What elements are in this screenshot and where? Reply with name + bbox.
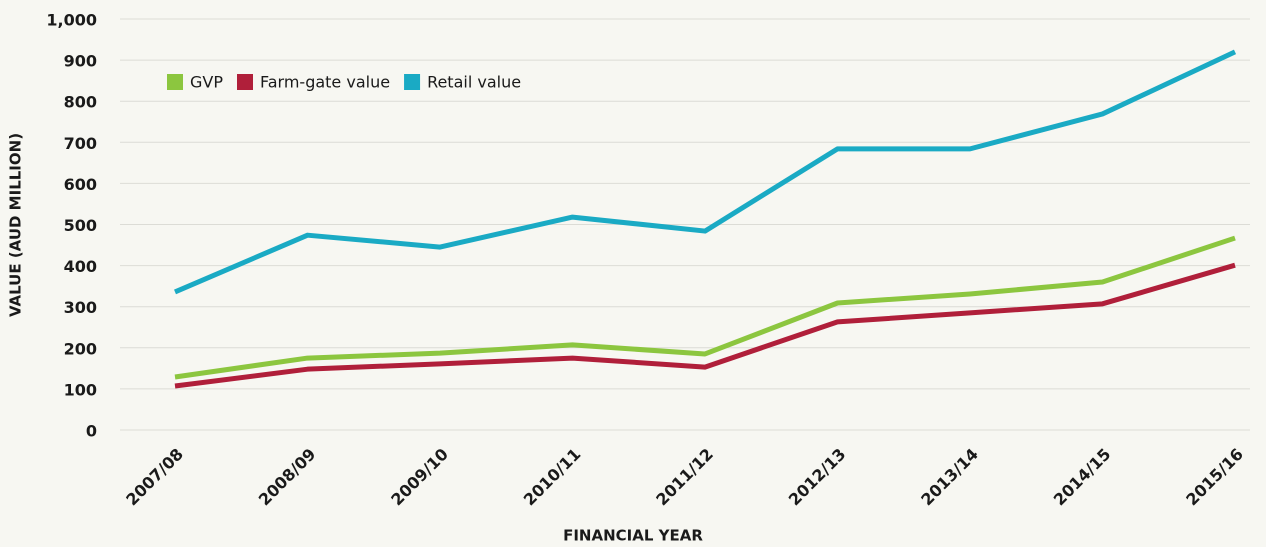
x-tick-label: 2007/08	[122, 445, 187, 510]
line-series	[174, 262, 1236, 389]
y-tick-label: 100	[64, 380, 97, 399]
x-axis-title: FINANCIAL YEAR	[563, 527, 703, 545]
x-tick-label: 2010/11	[520, 445, 585, 510]
legend-swatch	[167, 74, 183, 90]
y-tick-label: 600	[64, 175, 97, 194]
x-tick-label: 2014/15	[1050, 445, 1115, 510]
y-tick-label: 700	[64, 134, 97, 153]
y-tick-label: 800	[64, 93, 97, 112]
y-tick-label: 1,000	[46, 11, 97, 30]
x-tick-label: 2008/09	[255, 445, 320, 510]
legend-swatch	[237, 74, 253, 90]
legend-label: Farm-gate value	[260, 73, 390, 92]
legend-label: Retail value	[427, 73, 521, 92]
y-tick-label: 300	[64, 298, 97, 317]
x-tick-label: 2011/12	[652, 445, 717, 510]
x-tick-label: 2009/10	[387, 445, 452, 510]
y-tick-label: 200	[64, 339, 97, 358]
y-tick-label: 400	[64, 257, 97, 276]
x-tick-label: 2012/13	[785, 445, 850, 510]
legend-swatch	[404, 74, 421, 90]
x-tick-label: 2015/16	[1182, 445, 1247, 510]
y-tick-label: 500	[64, 216, 97, 235]
legend-label: GVP	[190, 73, 223, 92]
y-tick-label: 900	[64, 52, 97, 71]
line-series	[174, 49, 1237, 295]
x-tick-label: 2013/14	[917, 445, 982, 510]
y-tick-label: 0	[86, 422, 97, 441]
y-axis-title: VALUE (AUD MILLION)	[7, 133, 25, 317]
line-series	[174, 235, 1236, 380]
